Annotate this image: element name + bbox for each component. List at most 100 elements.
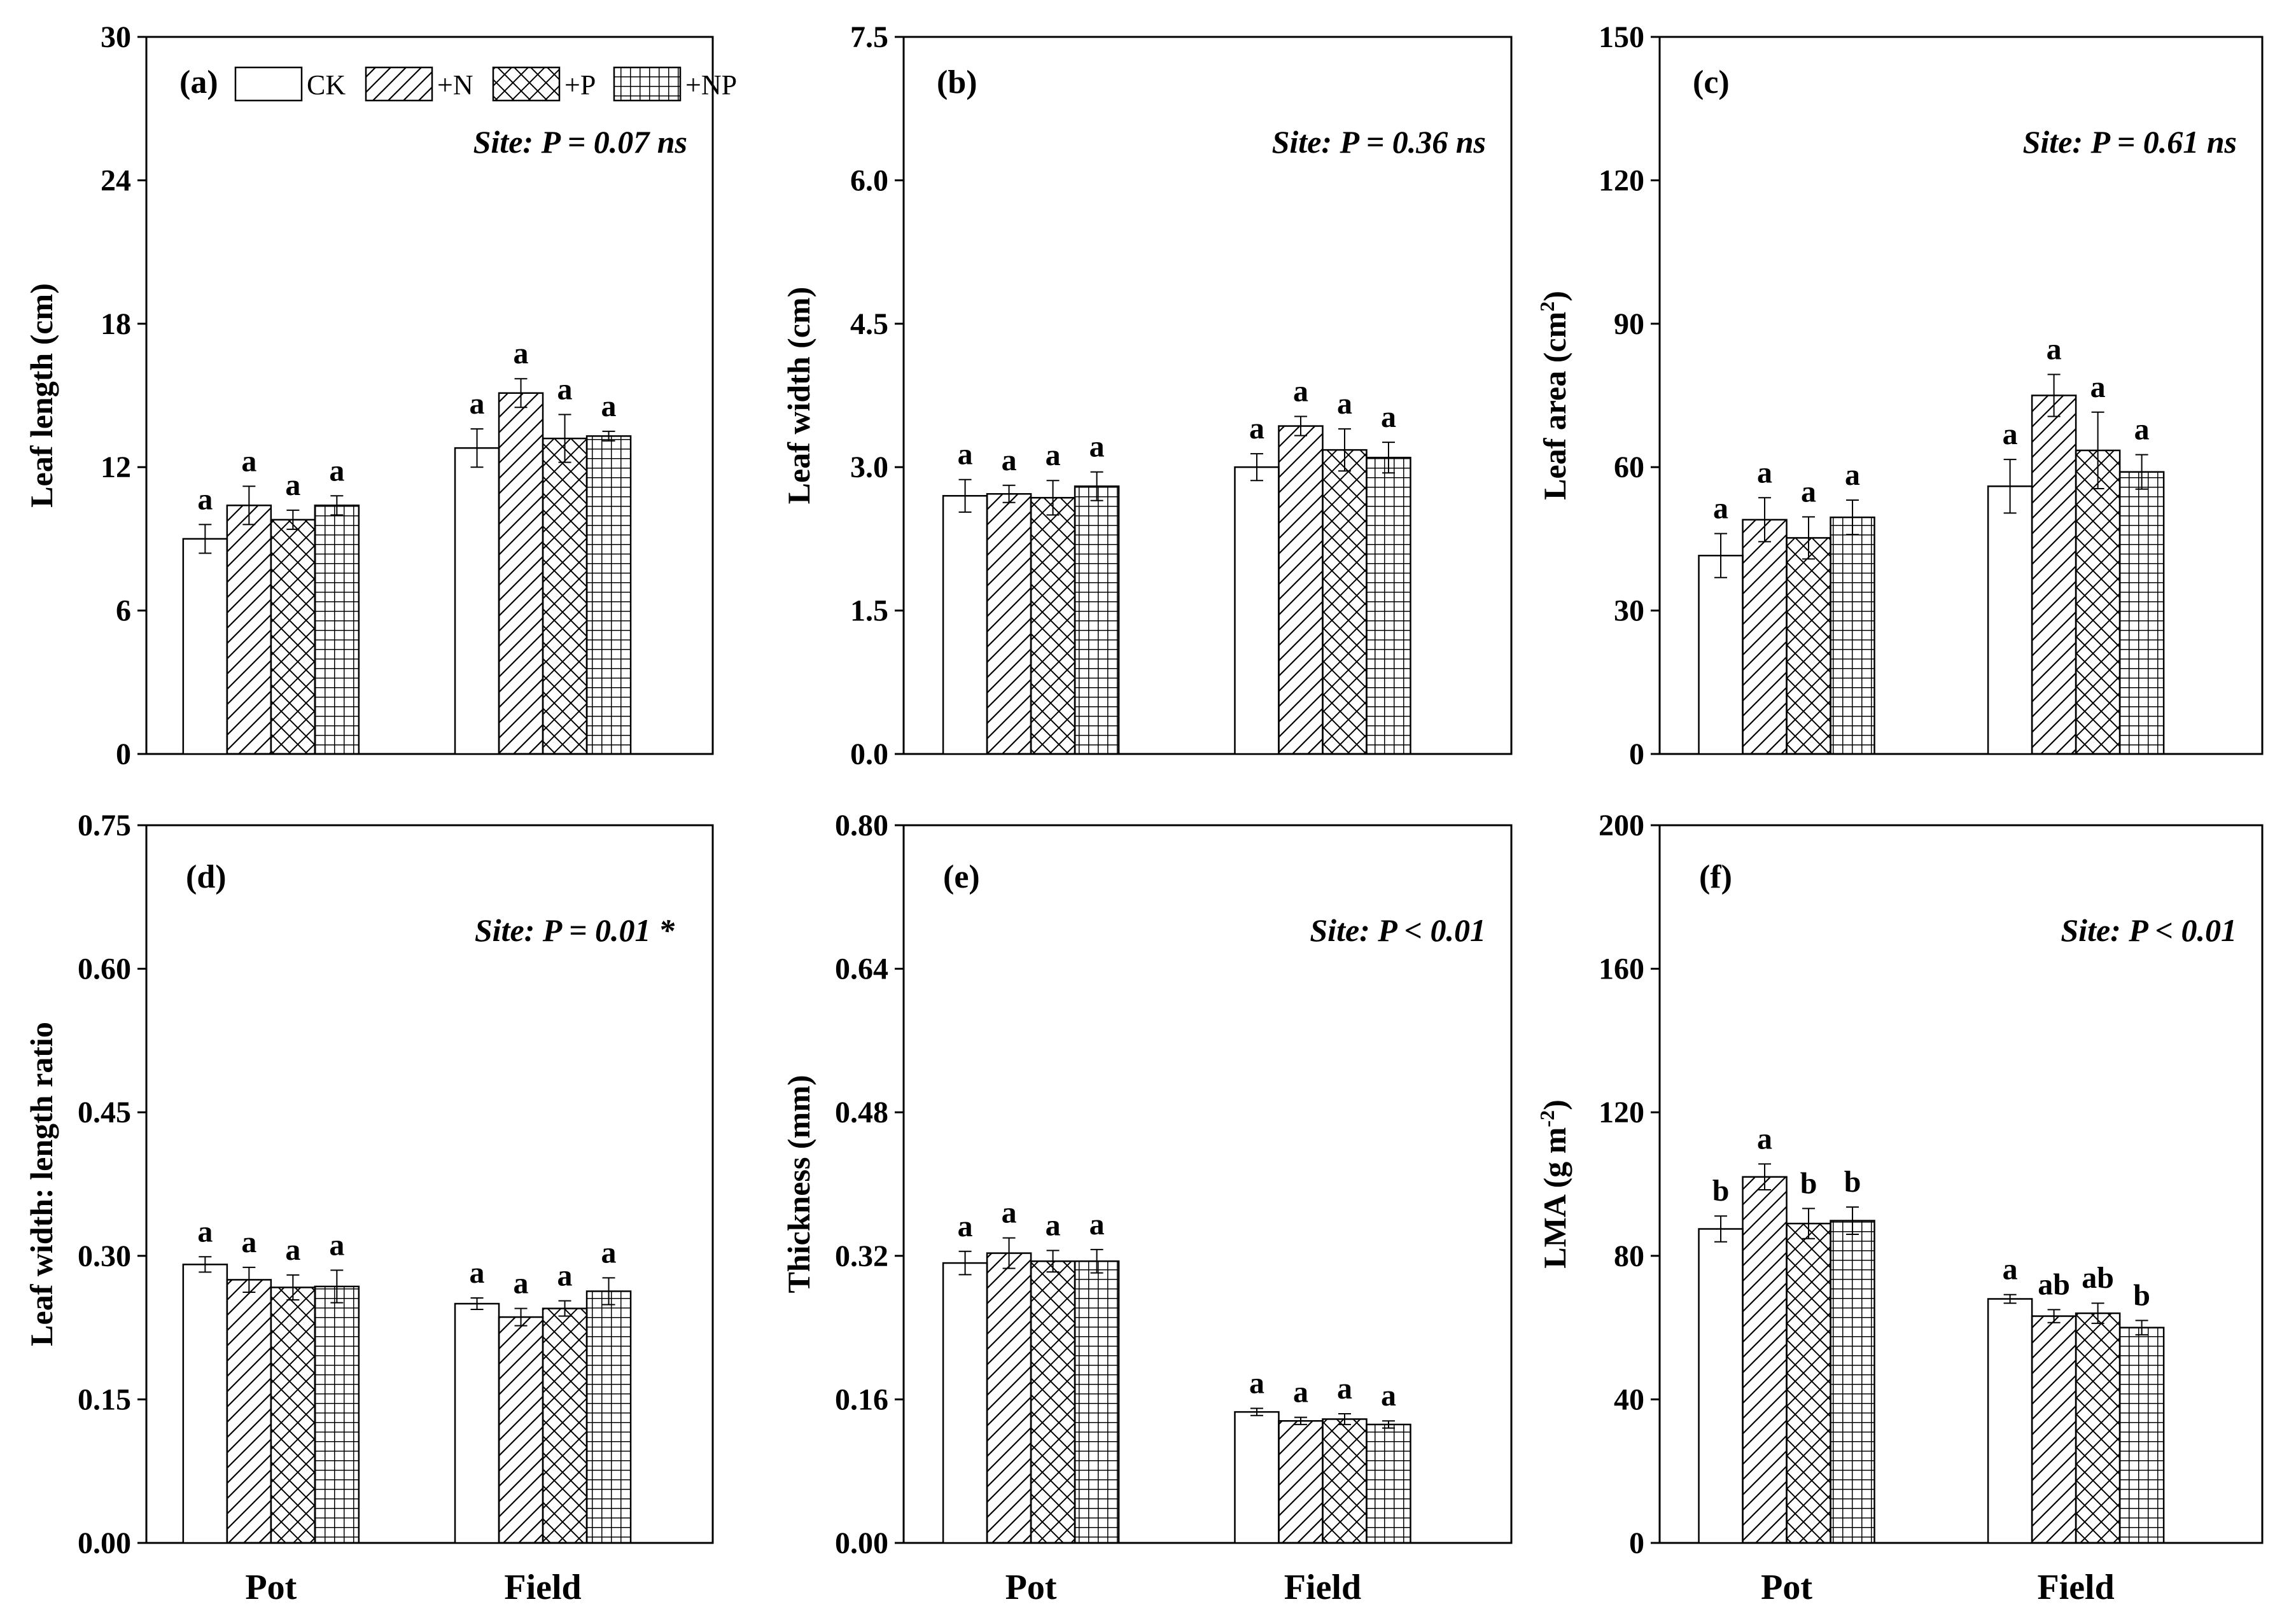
significance-letter: a (601, 389, 617, 423)
x-category-label: Field (1284, 1568, 1361, 1607)
y-axis-label: Thickness (mm) (781, 1075, 816, 1293)
error-bar (1090, 471, 1103, 501)
bar-ck-field (1987, 1298, 2033, 1544)
bar-ck-field (1234, 466, 1280, 755)
y-tick-label: 0.32 (835, 1239, 888, 1273)
error-bar (1802, 516, 1816, 560)
significance-letter: a (1845, 458, 1860, 492)
bar-ck-pot (182, 538, 228, 755)
significance-letter: a (958, 438, 973, 471)
error-bar (286, 1274, 300, 1301)
significance-letter: a (601, 1236, 617, 1269)
significance-letter: a (241, 1225, 256, 1259)
bar-p-field (1322, 449, 1368, 755)
significance-letter: a (470, 387, 485, 421)
significance-letter: a (958, 1210, 973, 1243)
error-bar (330, 495, 344, 516)
bar-p-pot (1030, 1260, 1076, 1544)
error-bar (1002, 484, 1016, 503)
bar-n-pot (226, 505, 272, 755)
error-bar (1758, 497, 1772, 543)
y-tick-label: 0 (116, 737, 131, 771)
x-category-label: Pot (1761, 1568, 1812, 1607)
significance-letter: a (2003, 1253, 2018, 1287)
y-tick-label: 18 (101, 307, 131, 341)
plot-frame (145, 824, 714, 1544)
y-tick-label: 4.5 (850, 307, 888, 341)
error-bar (1002, 1237, 1016, 1269)
significance-letter: a (557, 373, 573, 407)
significance-letter: a (1757, 456, 1772, 489)
plot-frame (1658, 824, 2264, 1544)
significance-letter: a (1046, 1208, 1061, 1242)
error-bar (199, 1256, 212, 1273)
y-axis-label: LMA (g m-2) (1536, 1099, 1572, 1269)
error-bar (1338, 428, 1351, 472)
y-tick-label: 60 (1614, 450, 1644, 484)
significance-letter: a (1293, 375, 1308, 408)
significance-letter: a (197, 1215, 213, 1248)
y-tick-label: 6 (116, 594, 131, 628)
bar-np-pot (1074, 485, 1120, 755)
error-bar (1250, 453, 1263, 482)
significance-letter: a (1089, 430, 1105, 464)
bar-p-pot (1030, 497, 1076, 755)
error-bar (2003, 1294, 2017, 1304)
x-category-label: Field (504, 1568, 581, 1607)
error-bar (1338, 1412, 1351, 1425)
significance-letter: a (329, 1228, 344, 1262)
y-tick-label: 0 (1629, 737, 1644, 771)
significance-letter: a (241, 444, 256, 478)
significance-letter: a (1046, 438, 1061, 472)
significance-letter: a (1757, 1122, 1772, 1155)
bar-n-pot (226, 1279, 272, 1544)
bar-p-field (1322, 1418, 1368, 1544)
significance-letter: b (1844, 1165, 1861, 1199)
significance-letter: a (557, 1259, 573, 1292)
error-bar (558, 414, 571, 463)
significance-letter: a (470, 1256, 485, 1290)
y-tick-label: 1.5 (850, 594, 888, 628)
bar-n-field (2031, 1315, 2077, 1544)
y-axis-label: Leaf area (cm2) (1536, 291, 1572, 500)
error-bar (1802, 1208, 1816, 1239)
plot-frame (1658, 36, 2264, 755)
significance-letter: a (1337, 387, 1352, 421)
bar-np-pot (1830, 1220, 1875, 1544)
y-tick-label: 30 (101, 20, 131, 54)
bar-n-field (2031, 394, 2077, 755)
legend-swatch-np (613, 66, 682, 102)
significance-letter: a (1249, 1367, 1264, 1400)
y-tick-label: 90 (1614, 307, 1644, 341)
error-bar (242, 485, 256, 526)
error-bar (958, 1250, 972, 1276)
bar-np-pot (1830, 516, 1875, 755)
y-tick-label: 0.30 (78, 1239, 131, 1273)
error-bar (1046, 1250, 1060, 1273)
y-tick-label: 0.75 (78, 809, 131, 842)
bar-p-field (2075, 1312, 2121, 1544)
bar-n-field (1278, 1419, 1324, 1544)
y-tick-label: 30 (1614, 594, 1644, 628)
legend: CK +N +P +NP (234, 66, 737, 102)
significance-letter: b (1800, 1166, 1817, 1200)
bar-n-field (498, 1316, 544, 1544)
bar-n-pot (1742, 1176, 1788, 1544)
error-bar (286, 509, 300, 530)
significance-letter: a (285, 1233, 300, 1267)
error-bar (1714, 1215, 1728, 1243)
x-category-label: Pot (245, 1568, 297, 1607)
bar-ck-field (454, 1302, 500, 1544)
panel-label: (b) (937, 64, 977, 101)
significance-letter: b (1712, 1174, 1730, 1208)
bar-ck-pot (1698, 554, 1744, 755)
significance-letter: a (514, 337, 529, 370)
legend-label-np: +NP (685, 69, 737, 101)
legend-swatch-n (365, 66, 433, 102)
x-category-label: Field (2037, 1568, 2114, 1607)
significance-letter: a (2134, 413, 2150, 447)
y-tick-label: 0.48 (835, 1096, 888, 1129)
significance-letter: a (285, 468, 300, 502)
panel-label: (e) (943, 859, 980, 895)
